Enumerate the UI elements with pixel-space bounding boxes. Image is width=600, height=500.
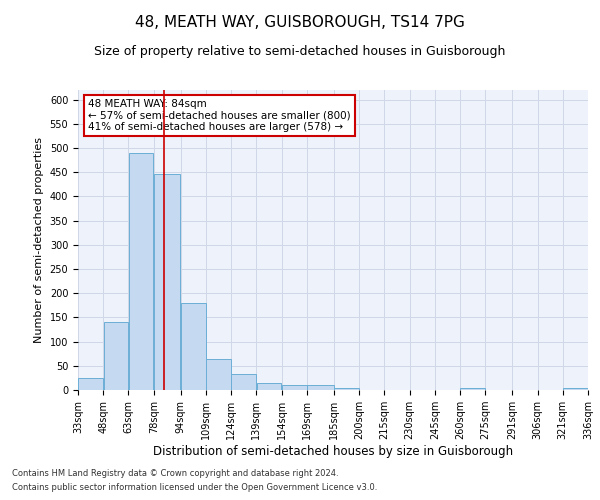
Bar — [282, 385, 307, 390]
Text: 48, MEATH WAY, GUISBOROUGH, TS14 7PG: 48, MEATH WAY, GUISBOROUGH, TS14 7PG — [135, 15, 465, 30]
Text: Contains public sector information licensed under the Open Government Licence v3: Contains public sector information licen… — [12, 484, 377, 492]
Text: 48 MEATH WAY: 84sqm
← 57% of semi-detached houses are smaller (800)
41% of semi-: 48 MEATH WAY: 84sqm ← 57% of semi-detach… — [88, 99, 351, 132]
Text: Size of property relative to semi-detached houses in Guisborough: Size of property relative to semi-detach… — [94, 45, 506, 58]
Bar — [460, 388, 485, 390]
Bar — [334, 388, 359, 390]
Text: Contains HM Land Registry data © Crown copyright and database right 2024.: Contains HM Land Registry data © Crown c… — [12, 468, 338, 477]
Bar — [307, 385, 334, 390]
Bar — [129, 153, 154, 390]
Bar — [154, 174, 181, 390]
Bar — [232, 374, 256, 390]
X-axis label: Distribution of semi-detached houses by size in Guisborough: Distribution of semi-detached houses by … — [153, 445, 513, 458]
Bar — [104, 322, 128, 390]
Y-axis label: Number of semi-detached properties: Number of semi-detached properties — [34, 137, 44, 343]
Bar — [563, 388, 588, 390]
Bar — [78, 378, 103, 390]
Bar — [181, 303, 206, 390]
Bar — [206, 358, 231, 390]
Bar — [257, 382, 281, 390]
